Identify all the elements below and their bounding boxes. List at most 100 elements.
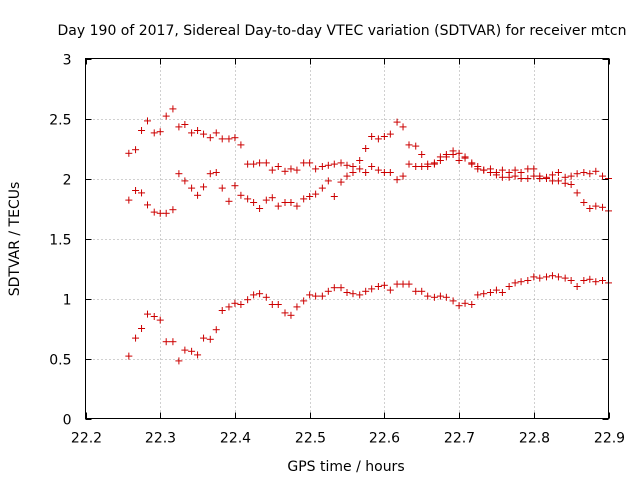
data-point-middle bbox=[256, 205, 264, 212]
data-point-middle bbox=[486, 169, 494, 176]
axis-ticks: 22.2 22.3 22.4 22.5 22.6 22.7 22.8 22.900.511.5… bbox=[49, 53, 625, 447]
data-point-middle bbox=[188, 184, 196, 192]
data-point-lower bbox=[548, 272, 556, 280]
data-point-lower bbox=[200, 334, 208, 342]
data-point-middle bbox=[424, 163, 432, 170]
x-tick-label: 22.7 bbox=[444, 431, 475, 447]
data-point-lower bbox=[138, 325, 146, 332]
y-axis-label: SDTVAR / TECUs bbox=[7, 182, 23, 297]
y-tick-label: 2 bbox=[63, 173, 72, 189]
x-tick-label: 22.8 bbox=[519, 431, 550, 447]
data-point-middle bbox=[567, 181, 575, 188]
data-point-lower bbox=[194, 351, 202, 359]
data-point-lower bbox=[505, 283, 513, 290]
data-point-upper bbox=[225, 135, 233, 143]
data-point-lower bbox=[231, 299, 239, 307]
data-point-lower bbox=[430, 293, 438, 301]
data-point-lower bbox=[374, 283, 382, 290]
data-point-upper bbox=[405, 141, 413, 149]
data-point-upper bbox=[300, 159, 308, 167]
data-point-middle bbox=[312, 190, 320, 198]
data-point-middle bbox=[349, 169, 357, 176]
data-point-upper bbox=[561, 173, 569, 181]
plot-frame bbox=[85, 58, 609, 419]
data-point-middle bbox=[300, 195, 308, 203]
data-point-lower bbox=[498, 289, 506, 296]
data-point-upper bbox=[144, 117, 152, 125]
x-axis-label: GPS time / hours bbox=[287, 459, 404, 475]
data-point-middle bbox=[194, 191, 202, 199]
data-point-upper bbox=[274, 163, 282, 170]
data-point-lower bbox=[312, 292, 320, 300]
data-point-middle bbox=[250, 199, 258, 206]
data-point-middle bbox=[306, 193, 314, 200]
chart-title: Day 190 of 2017, Sidereal Day-to-day VTE… bbox=[58, 23, 627, 39]
data-point-upper bbox=[362, 145, 370, 152]
data-point-lower bbox=[206, 335, 214, 343]
data-point-middle bbox=[293, 202, 301, 210]
data-point-lower bbox=[162, 338, 170, 346]
data-point-upper bbox=[586, 170, 594, 178]
data-point-middle bbox=[125, 196, 133, 204]
data-point-lower bbox=[386, 286, 394, 294]
data-point-upper bbox=[374, 135, 382, 143]
data-point-lower bbox=[542, 273, 550, 281]
data-point-lower bbox=[287, 311, 295, 319]
data-point-upper bbox=[393, 118, 401, 126]
data-point-upper bbox=[330, 160, 338, 168]
y-tick-label: 2.5 bbox=[49, 113, 71, 129]
data-point-upper bbox=[231, 134, 239, 142]
data-point-middle bbox=[455, 157, 463, 164]
data-point-middle bbox=[374, 166, 382, 174]
y-tick-label: 1.5 bbox=[49, 233, 71, 249]
data-point-lower bbox=[592, 278, 600, 286]
data-point-middle bbox=[231, 182, 239, 190]
data-point-upper bbox=[244, 160, 252, 168]
data-point-middle bbox=[274, 202, 282, 210]
data-point-middle bbox=[244, 195, 252, 203]
data-point-lower bbox=[144, 310, 152, 318]
data-point-middle bbox=[530, 172, 538, 180]
data-point-upper bbox=[530, 165, 538, 173]
data-point-upper bbox=[368, 133, 376, 140]
data-point-middle bbox=[362, 169, 370, 176]
data-point-middle bbox=[386, 169, 394, 176]
data-point-lower bbox=[561, 274, 569, 282]
y-tick-label: 0.5 bbox=[49, 353, 71, 369]
data-point-lower bbox=[324, 287, 332, 295]
data-point-lower bbox=[349, 290, 357, 298]
data-point-middle bbox=[505, 173, 513, 181]
data-point-middle bbox=[337, 178, 345, 186]
data-point-middle bbox=[393, 176, 401, 184]
data-point-middle bbox=[474, 165, 482, 173]
data-point-upper bbox=[287, 165, 295, 173]
data-point-lower bbox=[218, 307, 226, 314]
x-tick-label: 22.2 bbox=[71, 431, 102, 447]
data-point-upper bbox=[343, 161, 351, 169]
data-point-upper bbox=[262, 159, 270, 167]
data-point-upper bbox=[567, 172, 575, 180]
data-point-upper bbox=[554, 169, 562, 176]
data-point-upper bbox=[399, 123, 407, 131]
x-tick-label: 22.5 bbox=[295, 431, 326, 447]
data-point-middle bbox=[144, 201, 152, 209]
data-point-upper bbox=[517, 169, 525, 176]
data-point-middle bbox=[586, 205, 594, 212]
y-tick-label: 1 bbox=[63, 293, 72, 309]
data-point-middle bbox=[536, 175, 544, 182]
data-point-middle bbox=[356, 165, 364, 173]
data-point-lower bbox=[455, 302, 463, 310]
data-point-middle bbox=[200, 183, 208, 191]
data-point-middle bbox=[480, 166, 488, 174]
data-point-middle bbox=[517, 175, 525, 182]
data-point-upper bbox=[548, 171, 556, 179]
data-point-middle bbox=[132, 187, 140, 194]
data-point-lower bbox=[262, 293, 270, 301]
data-point-upper bbox=[150, 129, 158, 137]
data-point-middle bbox=[542, 175, 550, 182]
data-point-middle bbox=[405, 160, 413, 168]
data-point-upper bbox=[156, 128, 164, 136]
data-point-middle bbox=[218, 184, 226, 192]
data-point-upper bbox=[138, 127, 146, 134]
data-point-upper bbox=[380, 133, 388, 140]
